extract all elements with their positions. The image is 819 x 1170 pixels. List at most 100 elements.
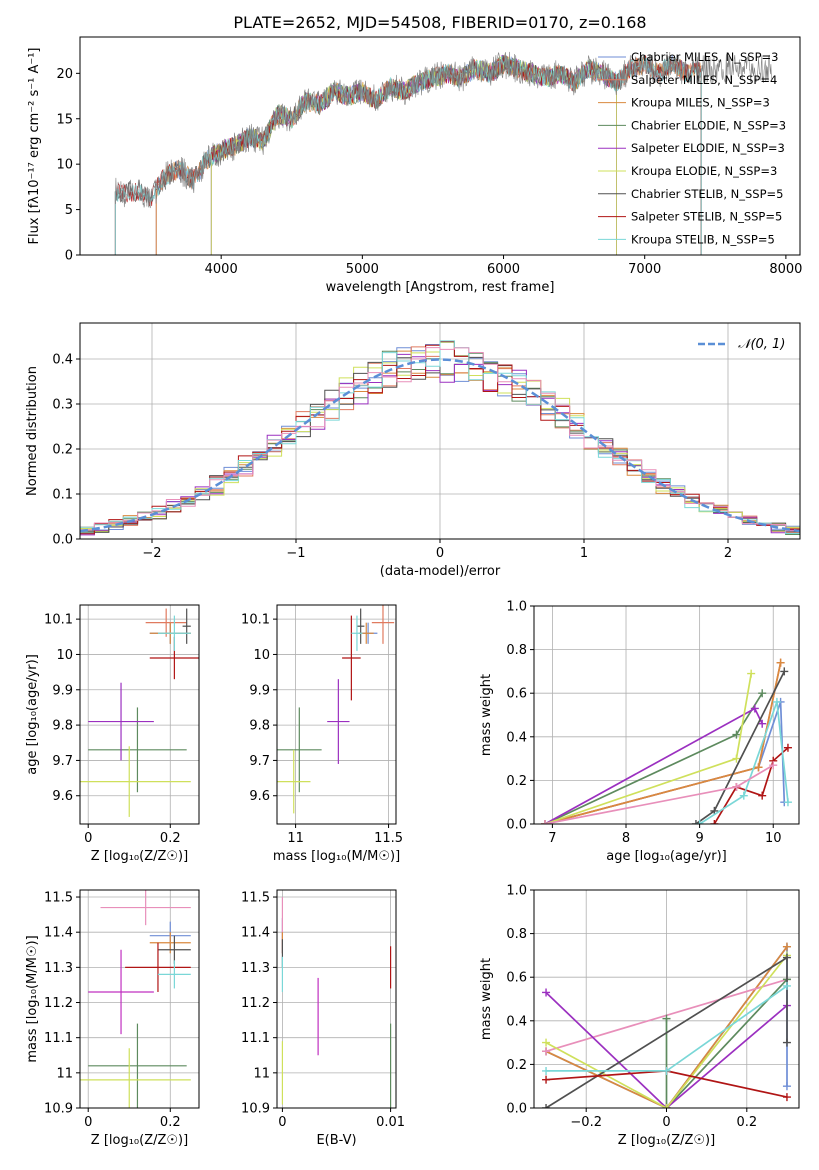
y-tick-label: 10	[253, 648, 270, 663]
y-tick-label: 0.4	[52, 353, 73, 368]
y-tick-label: 0.1	[52, 488, 73, 503]
weight-line	[699, 701, 789, 824]
x-tick-label: 1	[580, 546, 588, 561]
panel-residuals: −2 −1 0 1 2 0.0 0.1 0.2 0.3 0.4 (data-model)/error…	[25, 322, 801, 579]
gaussian-curve	[80, 358, 800, 533]
y-tick-label: 9.6	[249, 789, 270, 804]
weight-marker	[782, 1093, 791, 1102]
weight-marker	[662, 1066, 671, 1075]
y-tick-label: 10.9	[44, 1102, 73, 1117]
y-tick-label: 11	[56, 1066, 73, 1081]
y-tick-label: 20	[56, 67, 73, 82]
weight-marker	[769, 761, 778, 770]
x-tick-label: 0	[436, 546, 444, 561]
y-tick-label: 15	[56, 112, 73, 127]
x-tick-label: 0.2	[736, 1115, 757, 1130]
axes-frame	[276, 889, 397, 1109]
panel-massweight-vs-Z: −0.2 0 0.2 0.0 0.2 0.4 0.6 0.8 1.0 Z [log₁₀(Z/Z☉)…	[479, 884, 800, 1148]
y-tick-label: 10.1	[44, 613, 73, 628]
weight-marker	[782, 1082, 791, 1091]
weight-marker	[782, 981, 791, 990]
weight-marker	[758, 719, 767, 728]
y-tick-label: 11.2	[241, 996, 270, 1011]
y-tick-label: 0.6	[506, 687, 527, 702]
histogram-step	[80, 340, 800, 534]
axes-frame	[533, 605, 800, 825]
weight-marker	[782, 1038, 791, 1047]
y-tick-label: 0.2	[52, 443, 73, 458]
weight-line	[544, 707, 763, 824]
y-tick-label: 11.2	[44, 996, 73, 1011]
panel-age-vs-Z: 0 0.2 9.6 9.7 9.8 9.9 10 10.1 Z [log₁₀(Z/Z☉)] age…	[25, 604, 200, 864]
weight-line	[545, 954, 788, 1108]
x-axis-label: Z [log₁₀(Z/Z☉)]	[91, 849, 188, 864]
y-axis-label: age [log₁₀(age/yr)]	[25, 654, 40, 775]
weight-marker	[732, 730, 741, 739]
panel-spectrum: 4000 5000 6000 7000 8000 0 5 10 15 20 wavelength […	[27, 36, 802, 295]
x-tick-label: −0.2	[570, 1115, 602, 1130]
y-tick-label: 11.5	[44, 891, 73, 906]
weight-marker	[542, 988, 551, 997]
y-axis-label: Normed distribution	[25, 366, 40, 496]
axes-frame	[79, 889, 200, 1109]
panel-mass-vs-Z: 0 0.2 10.9 11 11.1 11.2 11.3 11.4 11.5 Z [log₁₀(Z…	[25, 889, 200, 1148]
y-tick-label: 0.0	[506, 818, 527, 833]
weight-marker	[739, 791, 748, 800]
y-tick-label: 9.9	[52, 683, 73, 698]
x-axis-label: Z [log₁₀(Z/Z☉)]	[618, 1133, 715, 1148]
x-tick-label: 9	[695, 831, 703, 846]
legend-entry: Chabrier ELODIE, N_SSP=3	[631, 118, 786, 132]
weight-marker	[758, 689, 767, 698]
y-tick-label: 9.7	[52, 754, 73, 769]
y-tick-label: 10.9	[241, 1102, 270, 1117]
x-tick-label: −2	[142, 546, 161, 561]
weight-marker	[772, 697, 781, 706]
y-tick-label: 0.8	[506, 643, 527, 658]
spectrum-legend: Chabrier MILES, N_SSP=3 Salpeter MILES, N…	[598, 50, 786, 246]
legend-entry: 𝒩(0, 1)	[738, 337, 785, 352]
y-tick-label: 10.1	[241, 613, 270, 628]
y-tick-label: 11.3	[44, 961, 73, 976]
legend-entry: Salpeter STELIB, N_SSP=5	[631, 210, 782, 224]
plot-area	[541, 658, 792, 824]
weight-marker	[662, 1104, 671, 1108]
y-axis-label: Flux [fλ10⁻¹⁷ erg cm⁻² s⁻¹ A⁻¹]	[27, 48, 42, 245]
weight-line	[544, 673, 753, 824]
panel-age-vs-mass: 11 11.5 9.6 9.7 9.8 9.9 10 10.1 mass [log₁₀(M/M☉…	[241, 604, 403, 864]
legend-entry: Chabrier STELIB, N_SSP=5	[631, 187, 783, 201]
weight-marker	[783, 743, 792, 752]
weight-marker	[782, 953, 791, 962]
weight-marker	[758, 791, 767, 800]
weight-marker	[783, 798, 792, 807]
weight-marker	[780, 667, 789, 676]
x-axis-label: (data-model)/error	[380, 564, 501, 579]
x-axis-label: age [log₁₀(age/yr)]	[606, 849, 727, 864]
weight-marker	[691, 820, 700, 824]
weight-marker	[541, 820, 550, 824]
x-tick-label: 0	[278, 1115, 286, 1130]
y-tick-label: 0.3	[52, 398, 73, 413]
weight-line	[544, 701, 786, 824]
y-tick-label: 9.9	[249, 683, 270, 698]
axes-frame	[533, 889, 800, 1109]
x-tick-label: 10	[765, 831, 782, 846]
x-tick-label: 11	[287, 831, 304, 846]
weight-marker	[782, 942, 791, 951]
y-tick-label: 0.0	[506, 1102, 527, 1117]
y-tick-label: 0.4	[506, 1014, 527, 1029]
weight-marker	[542, 1104, 551, 1108]
legend-entry: Kroupa STELIB, N_SSP=5	[631, 232, 775, 246]
plot-area	[80, 340, 800, 536]
x-tick-label: 2	[724, 546, 732, 561]
y-tick-label: 5	[65, 203, 73, 218]
x-tick-label: 8000	[769, 262, 802, 277]
weight-marker	[695, 820, 704, 824]
y-axis-label: mass weight	[479, 674, 494, 756]
weight-marker	[750, 704, 759, 713]
y-axis-label: mass [log₁₀(M/M☉)]	[25, 935, 40, 1062]
y-tick-label: 11.4	[241, 926, 270, 941]
plot-area	[277, 605, 395, 814]
figure-title: PLATE=2652, MJD=54508, FIBERID=0170, z=0…	[233, 13, 646, 32]
